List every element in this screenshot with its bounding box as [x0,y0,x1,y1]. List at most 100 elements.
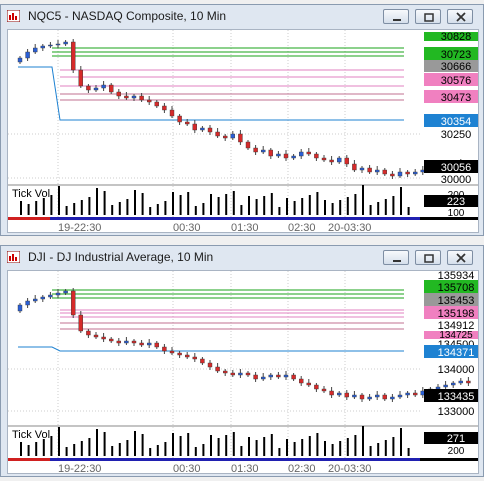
price-level-badge [424,306,478,319]
price-chart[interactable]: 135934 135708 135453 135198 134912 13472… [8,271,479,474]
candle [268,374,273,378]
candle [78,314,84,332]
candle [200,358,205,364]
candle [238,133,243,143]
candle [169,350,175,354]
tick-vol-bar [156,445,159,456]
candle [443,384,448,388]
tick-vol-bar [240,446,243,456]
tick-vol-badge [424,195,478,207]
candle [192,123,198,131]
session-bar-end [420,217,478,220]
minimize-button[interactable] [383,250,409,265]
tick-vol-bar [308,195,311,215]
tick-vol-bar [126,440,129,456]
tick-vol-bar [27,204,30,215]
tick-vol-bar [377,202,380,215]
tick-vol-bar [210,194,212,215]
price-chart[interactable]: 30828 30723 30666 30576 30473 30354 3025… [8,30,479,233]
candle [245,141,251,149]
candle [230,133,236,139]
candle [291,155,296,159]
tick-vol-bar [134,190,136,215]
candle [154,101,160,107]
price-axis: 135934 135708 135453 135198 134912 13472… [424,271,478,418]
tick-vol-bar [369,446,372,456]
chart-area[interactable]: 135934 135708 135453 135198 134912 13472… [7,270,479,474]
tick-vol-bar [202,444,205,456]
price-level-label: 135198 [438,308,475,320]
time-label: 19-22:30 [58,222,101,233]
candle [390,173,395,177]
session-bar-end [420,458,478,461]
candle [367,396,372,400]
tick-vol-bar [339,441,342,456]
session-bar-main [50,458,420,461]
close-button[interactable] [447,9,473,24]
candle [25,51,30,59]
session-bar-pre [8,217,50,220]
title-bar[interactable]: DJI - DJ Industrial Average, 10 Min [1,246,483,268]
tick-vol-bar [225,435,228,456]
close-icon [456,253,466,263]
candle [306,151,311,155]
tick-vol-bar [263,196,266,215]
price-level-badge [424,345,478,358]
price-level-badge [424,90,478,103]
time-label: 19-22:30 [58,463,101,474]
chart-app-icon [7,251,20,263]
window-title: NQC5 - NASDAQ Composite, 10 Min [28,9,227,23]
candle [382,394,387,400]
tick-vol-label: Tick Vol [12,429,50,441]
price-level-badge [424,114,478,127]
tick-vol-axis-label: 200 [448,446,465,457]
restore-button[interactable] [415,9,441,24]
tick-vol-bar [286,439,288,456]
tick-vol-bar [73,203,76,215]
tick-vol-bar [225,194,228,215]
candle [344,157,349,165]
candle [101,336,106,340]
candle [86,330,91,336]
tick-vol-bar [65,447,68,456]
candle [200,127,205,131]
candle [397,394,403,398]
last-price-badge [424,389,478,402]
candle [352,163,357,171]
close-button[interactable] [447,250,473,265]
tick-vol-bar [324,200,326,215]
tick-vol-bar [164,442,167,456]
tick-vol-bar [308,436,311,456]
candle [93,87,99,91]
tick-vol-bar [187,192,190,215]
tick-vol-bar [194,206,197,215]
price-level-badge [424,73,478,86]
tick-vol-value: 271 [447,433,465,445]
minimize-button[interactable] [383,9,409,24]
price-level-label: 30666 [441,61,472,73]
candle [93,334,99,338]
tick-vol-bar [217,197,220,215]
candle [230,372,236,376]
price-level-badge [424,293,478,306]
tick-vol-bar [96,429,98,456]
tick-vol-bar [392,437,395,456]
restore-button[interactable] [415,250,441,265]
tick-vol-bar [354,194,357,215]
tick-vol-bar [240,205,243,215]
candle [78,69,84,87]
tick-vol-bar [301,439,304,456]
tick-vol-bar [118,202,121,215]
tick-vol-bar [362,185,364,215]
tick-vol-label: Tick Vol [12,188,50,200]
candle [253,374,258,380]
title-bar[interactable]: NQC5 - NASDAQ Composite, 10 Min [1,5,483,27]
time-label: 00:30 [173,463,201,474]
candle [48,44,53,47]
candle [17,304,23,312]
tick-vol-bar [58,427,60,456]
tick-vol-bar [58,186,60,215]
chart-area[interactable]: 30828 30723 30666 30576 30473 30354 3025… [7,29,479,233]
session-bar-pre [8,458,50,461]
candle [162,105,167,111]
